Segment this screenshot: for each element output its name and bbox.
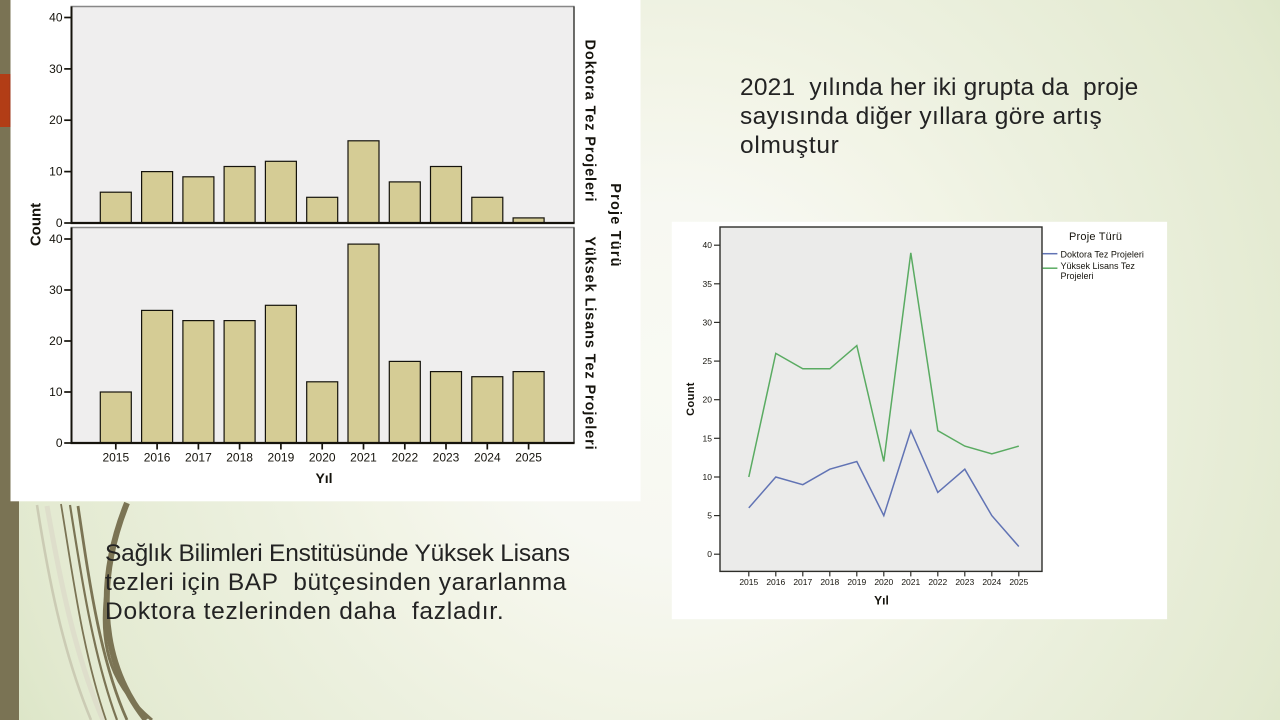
svg-text:2018: 2018 bbox=[820, 577, 839, 587]
svg-text:30: 30 bbox=[49, 62, 63, 76]
svg-text:5: 5 bbox=[707, 511, 712, 521]
svg-text:0: 0 bbox=[707, 549, 712, 559]
svg-text:Yıl: Yıl bbox=[315, 470, 332, 486]
svg-text:2019: 2019 bbox=[847, 577, 866, 587]
svg-text:2024: 2024 bbox=[982, 577, 1001, 587]
svg-text:0: 0 bbox=[56, 436, 63, 450]
svg-text:25: 25 bbox=[703, 356, 713, 366]
svg-text:30: 30 bbox=[703, 317, 713, 327]
svg-text:2023: 2023 bbox=[433, 451, 460, 465]
svg-text:Yüksek Lisans Tez Projeleri: Yüksek Lisans Tez Projeleri bbox=[581, 236, 597, 450]
svg-text:30: 30 bbox=[49, 283, 63, 297]
svg-text:2022: 2022 bbox=[391, 451, 418, 465]
svg-text:10: 10 bbox=[703, 472, 713, 482]
svg-text:2017: 2017 bbox=[793, 577, 812, 587]
svg-text:40: 40 bbox=[703, 240, 713, 250]
svg-text:40: 40 bbox=[49, 232, 63, 246]
svg-text:Yıl: Yıl bbox=[874, 594, 889, 608]
svg-text:Count: Count bbox=[28, 203, 45, 246]
svg-text:2025: 2025 bbox=[515, 451, 542, 465]
svg-text:2025: 2025 bbox=[1009, 577, 1028, 587]
svg-text:2021: 2021 bbox=[901, 577, 920, 587]
svg-text:2015: 2015 bbox=[102, 451, 129, 465]
svg-text:10: 10 bbox=[49, 385, 63, 399]
svg-text:2021: 2021 bbox=[350, 451, 377, 465]
svg-text:10: 10 bbox=[49, 165, 63, 179]
svg-text:2020: 2020 bbox=[874, 577, 893, 587]
svg-text:2016: 2016 bbox=[766, 577, 785, 587]
svg-text:35: 35 bbox=[703, 279, 713, 289]
svg-text:Doktora Tez Projeleri: Doktora Tez Projeleri bbox=[581, 40, 597, 203]
svg-text:20: 20 bbox=[49, 334, 63, 348]
svg-text:Yüksek Lisans Tez: Yüksek Lisans Tez bbox=[1061, 261, 1136, 271]
svg-text:Proje Türü: Proje Türü bbox=[607, 183, 623, 268]
svg-text:Count: Count bbox=[685, 382, 697, 416]
svg-text:Projeleri: Projeleri bbox=[1061, 271, 1094, 281]
svg-text:20: 20 bbox=[703, 395, 713, 405]
svg-text:2015: 2015 bbox=[739, 577, 758, 587]
svg-text:Doktora Tez Projeleri: Doktora Tez Projeleri bbox=[1061, 250, 1144, 260]
svg-text:2017: 2017 bbox=[185, 451, 212, 465]
svg-text:2019: 2019 bbox=[268, 451, 295, 465]
svg-text:2020: 2020 bbox=[309, 451, 336, 465]
svg-text:2022: 2022 bbox=[928, 577, 947, 587]
svg-text:2024: 2024 bbox=[474, 451, 501, 465]
svg-text:15: 15 bbox=[703, 433, 713, 443]
svg-text:2018: 2018 bbox=[226, 451, 253, 465]
svg-text:2016: 2016 bbox=[144, 451, 171, 465]
svg-text:Proje Türü: Proje Türü bbox=[1069, 231, 1122, 243]
svg-text:20: 20 bbox=[49, 113, 63, 127]
svg-text:0: 0 bbox=[56, 216, 63, 230]
svg-text:40: 40 bbox=[49, 11, 63, 25]
svg-text:2023: 2023 bbox=[955, 577, 974, 587]
